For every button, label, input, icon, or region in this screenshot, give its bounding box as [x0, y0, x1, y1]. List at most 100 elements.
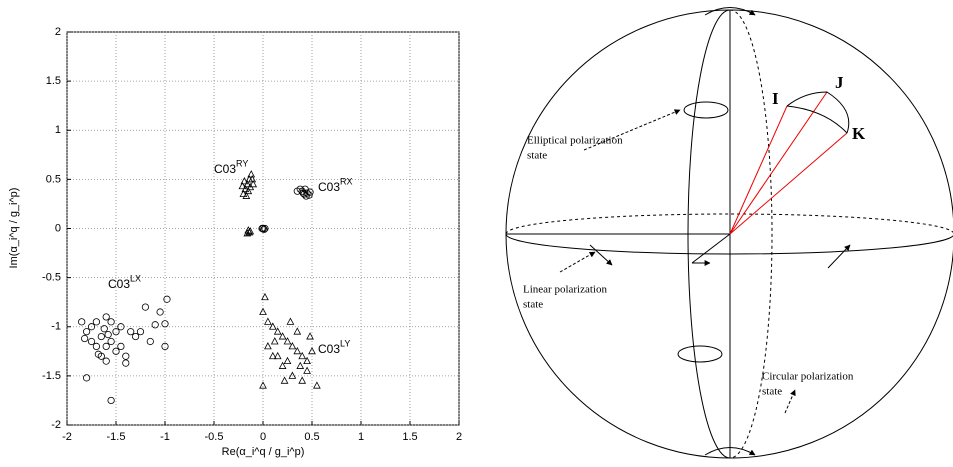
point [298, 376, 307, 384]
annotation: C03 [318, 180, 340, 194]
point [298, 351, 307, 360]
point [83, 374, 91, 382]
point-label: K [852, 124, 866, 143]
point [246, 182, 255, 191]
point [240, 176, 249, 185]
point [127, 328, 135, 336]
point [238, 181, 247, 190]
point [306, 332, 314, 340]
state-label: Elliptical polarization [527, 135, 623, 147]
point [104, 331, 112, 339]
point [87, 337, 96, 346]
y-tick-label: -1 [51, 321, 61, 333]
point [259, 307, 267, 315]
point [132, 332, 140, 341]
x-tick-label: -2 [62, 431, 72, 443]
point-label: J [835, 73, 844, 92]
y-tick-label: 2 [55, 26, 61, 38]
poincare-sphere [505, 7, 953, 459]
point [87, 323, 96, 331]
point [136, 328, 145, 336]
point [122, 352, 130, 360]
point [308, 346, 316, 355]
x-tick-label: -0.5 [205, 431, 224, 443]
y-tick-label: 1 [55, 124, 61, 136]
point [100, 325, 108, 333]
y-tick-label: -2 [51, 419, 61, 431]
annotation-sup: LY [340, 338, 350, 348]
x-axis-label: Re(α_i^q / g_i^p) [222, 446, 305, 458]
y-tick-label: 0 [55, 222, 61, 234]
state-label: state [762, 386, 782, 398]
point [122, 359, 130, 367]
point [81, 334, 89, 343]
y-tick-label: 1.5 [46, 75, 61, 87]
state-label: Linear polarization [523, 284, 607, 296]
point [161, 342, 169, 350]
point [268, 322, 277, 330]
point [283, 356, 292, 365]
point [151, 321, 159, 329]
point [268, 351, 277, 360]
x-tick-label: 0 [260, 431, 266, 443]
point [264, 317, 272, 325]
annotation-sup: RY [236, 158, 248, 168]
point [280, 376, 289, 384]
y-tick-label: -1.5 [42, 370, 61, 382]
point [248, 175, 257, 183]
state-label: Circular polarization [762, 371, 854, 383]
annotation: C03 [214, 162, 236, 176]
point [78, 318, 86, 326]
point [273, 327, 282, 335]
x-tick-label: -1 [160, 431, 170, 443]
annotation-sup: RX [340, 176, 353, 186]
point [303, 356, 311, 365]
annotation: C03 [108, 277, 130, 291]
point [306, 188, 314, 196]
point [260, 225, 268, 234]
point [283, 337, 292, 345]
x-tick-label: 2 [456, 431, 462, 443]
point [303, 189, 311, 197]
x-tick-label: 1 [358, 431, 364, 443]
point [244, 186, 253, 195]
point [102, 342, 110, 350]
x-tick-label: 1.5 [402, 431, 417, 443]
point [92, 318, 101, 326]
annotation-sup: LX [130, 273, 141, 283]
point [296, 361, 305, 369]
point [102, 357, 110, 365]
point [117, 323, 125, 331]
point [117, 342, 125, 350]
point [278, 361, 287, 369]
point [242, 191, 251, 199]
point [278, 332, 287, 340]
point [94, 350, 102, 358]
point [273, 351, 282, 360]
point [112, 328, 120, 336]
point [107, 318, 115, 326]
point [161, 320, 169, 328]
point [293, 327, 302, 335]
y-tick-label: 0.5 [46, 173, 61, 185]
point [163, 295, 171, 303]
point [299, 189, 307, 197]
point [261, 292, 269, 301]
x-tick-label: 0.5 [304, 431, 319, 443]
point [246, 227, 255, 235]
point [288, 342, 297, 350]
annotation: C03 [318, 342, 340, 356]
point [83, 328, 91, 336]
point [293, 346, 302, 355]
point [249, 179, 258, 188]
point [288, 371, 297, 379]
point [107, 396, 115, 405]
point [102, 313, 110, 321]
point [146, 337, 154, 346]
point [92, 342, 101, 350]
x-tick-label: -1.5 [107, 431, 126, 443]
point-label: I [772, 89, 779, 108]
point [261, 224, 269, 233]
point [141, 303, 149, 311]
